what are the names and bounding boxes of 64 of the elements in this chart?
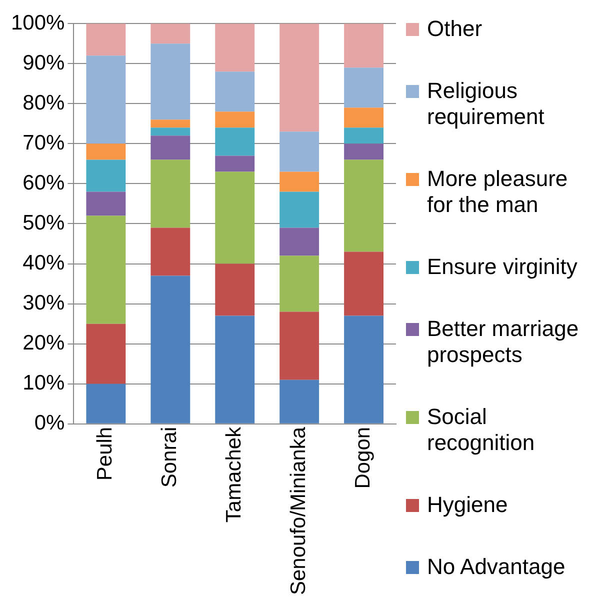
y-tick-label: 10% — [22, 372, 65, 395]
legend-label: Hygiene — [427, 492, 508, 518]
legend-label: Social recognition — [427, 404, 536, 456]
bar — [344, 68, 384, 108]
bar — [215, 264, 255, 316]
legend-label: Ensure virginity — [427, 254, 578, 280]
bar — [344, 24, 384, 68]
y-tick-label: 90% — [22, 51, 65, 74]
bar — [280, 380, 320, 424]
bar — [150, 120, 190, 128]
y-tick-label: 20% — [22, 332, 65, 355]
bar — [344, 316, 384, 424]
y-tick-label: 40% — [22, 252, 65, 275]
bar — [280, 24, 320, 132]
y-tick-label: 100% — [10, 11, 65, 34]
y-tick-label: 80% — [22, 91, 65, 114]
bar — [86, 24, 126, 56]
bar — [86, 384, 126, 424]
legend-label: No Advantage — [427, 554, 566, 580]
bar — [150, 128, 190, 136]
bar — [344, 108, 384, 128]
bar — [215, 156, 255, 172]
bar — [86, 144, 126, 160]
bar — [150, 24, 190, 44]
bar — [215, 24, 255, 72]
x-tick-label: Senoufo/Minianka — [287, 426, 310, 596]
y-tick-label: 60% — [22, 172, 65, 195]
bar — [215, 316, 255, 424]
bar — [215, 112, 255, 128]
legend-label: More pleasure for the man — [427, 166, 569, 218]
bar — [215, 72, 255, 112]
bar — [86, 324, 126, 384]
bar — [150, 160, 190, 228]
bar — [344, 144, 384, 160]
bar — [86, 216, 126, 324]
bar — [280, 192, 320, 228]
bar — [86, 192, 126, 216]
bar — [150, 44, 190, 120]
bar — [86, 56, 126, 144]
bar — [344, 252, 384, 316]
bar — [280, 228, 320, 256]
bar — [280, 312, 320, 380]
bar — [215, 172, 255, 264]
bar — [344, 160, 384, 252]
legend-label: Better marriage prospects — [427, 316, 580, 368]
x-tick-label: Sonrai — [158, 426, 182, 488]
legend-label: Religious requirement — [427, 78, 546, 130]
x-tick-label: Dogon — [352, 426, 375, 489]
x-tick-label: Tamachek — [222, 426, 246, 523]
bar — [215, 128, 255, 156]
bar — [150, 276, 190, 424]
bar — [280, 172, 320, 192]
y-tick-label: 0% — [34, 412, 65, 435]
bar — [150, 136, 190, 160]
bar — [86, 160, 126, 192]
y-tick-label: 30% — [22, 292, 65, 315]
bar — [280, 256, 320, 312]
bar — [280, 132, 320, 172]
y-tick-label: 50% — [22, 212, 65, 235]
legend-label: Other — [427, 16, 482, 42]
bar — [150, 228, 190, 276]
bar — [344, 128, 384, 144]
x-tick-label: Peulh — [94, 426, 117, 481]
y-tick-label: 70% — [22, 131, 65, 154]
